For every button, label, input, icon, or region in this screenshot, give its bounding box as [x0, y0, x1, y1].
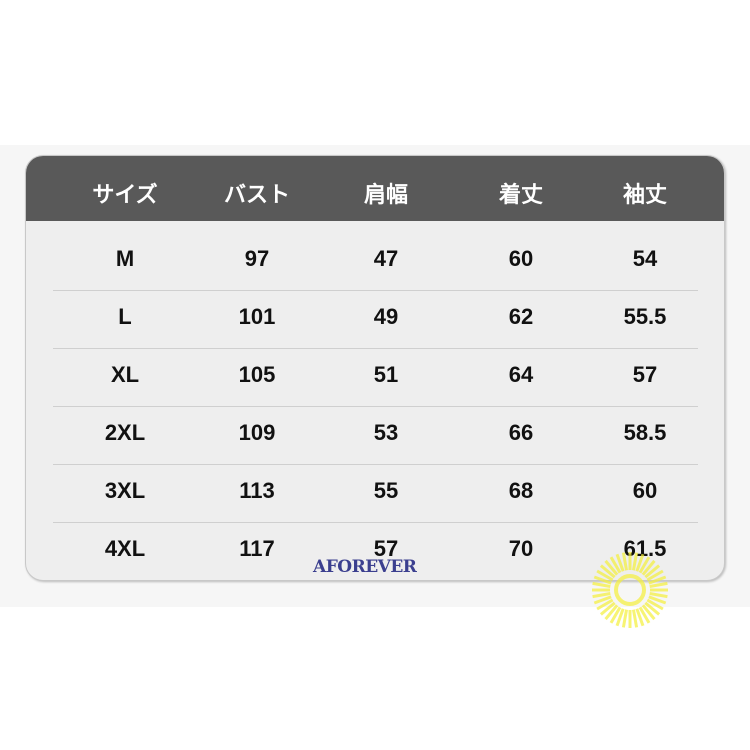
table-cell: 58.5	[623, 420, 667, 445]
column-header: サイズ	[92, 182, 158, 207]
table-cell: 101	[238, 304, 276, 329]
table-cell: 113	[239, 478, 275, 503]
table-cell: 97	[244, 246, 270, 271]
table-cell: 51	[373, 362, 399, 387]
table-cell: 55	[373, 478, 399, 503]
column-header: 着丈	[498, 182, 543, 207]
table-cell: 2XL	[104, 420, 146, 445]
table-cell: 64	[508, 362, 534, 387]
brand-logo: AFOREVER	[313, 557, 417, 577]
table-cell: 68	[508, 478, 534, 503]
table-cell: 109	[238, 420, 276, 445]
table-cell: 70	[508, 536, 534, 561]
table-cell: L	[118, 304, 132, 329]
table-cell: 57	[632, 362, 658, 387]
row-divider	[53, 406, 698, 407]
column-header: 袖丈	[622, 182, 667, 207]
table-cell: 47	[373, 246, 399, 271]
table-cell: 53	[373, 420, 399, 445]
sun-watermark-icon	[592, 552, 668, 628]
column-header: バスト	[223, 182, 290, 207]
table-cell: 117	[239, 536, 275, 561]
size-chart-table: サイズ バスト 肩幅 着丈 袖丈 M 97 47 60 54 L 101 49 62 55.5 XL 105 5…	[25, 155, 725, 581]
row-divider	[53, 522, 698, 523]
table-cell: 105	[238, 362, 276, 387]
table-cell: M	[115, 246, 135, 271]
row-divider	[53, 348, 698, 349]
column-header: 肩幅	[363, 182, 408, 207]
table-cell: 66	[508, 420, 534, 445]
table-cell: 3XL	[104, 478, 146, 503]
row-divider	[53, 290, 698, 291]
row-divider	[53, 464, 698, 465]
table-cell: 55.5	[623, 304, 667, 329]
table-cell: 49	[373, 304, 399, 329]
table-cell: 60	[508, 246, 534, 271]
table-header: サイズ バスト 肩幅 着丈 袖丈	[26, 156, 724, 221]
table-cell: XL	[110, 362, 140, 387]
table-cell: 62	[508, 304, 534, 329]
table-cell: 60	[632, 478, 658, 503]
table-cell: 54	[632, 246, 658, 271]
table-cell: 4XL	[104, 536, 146, 561]
table-cell: 57	[373, 536, 399, 561]
